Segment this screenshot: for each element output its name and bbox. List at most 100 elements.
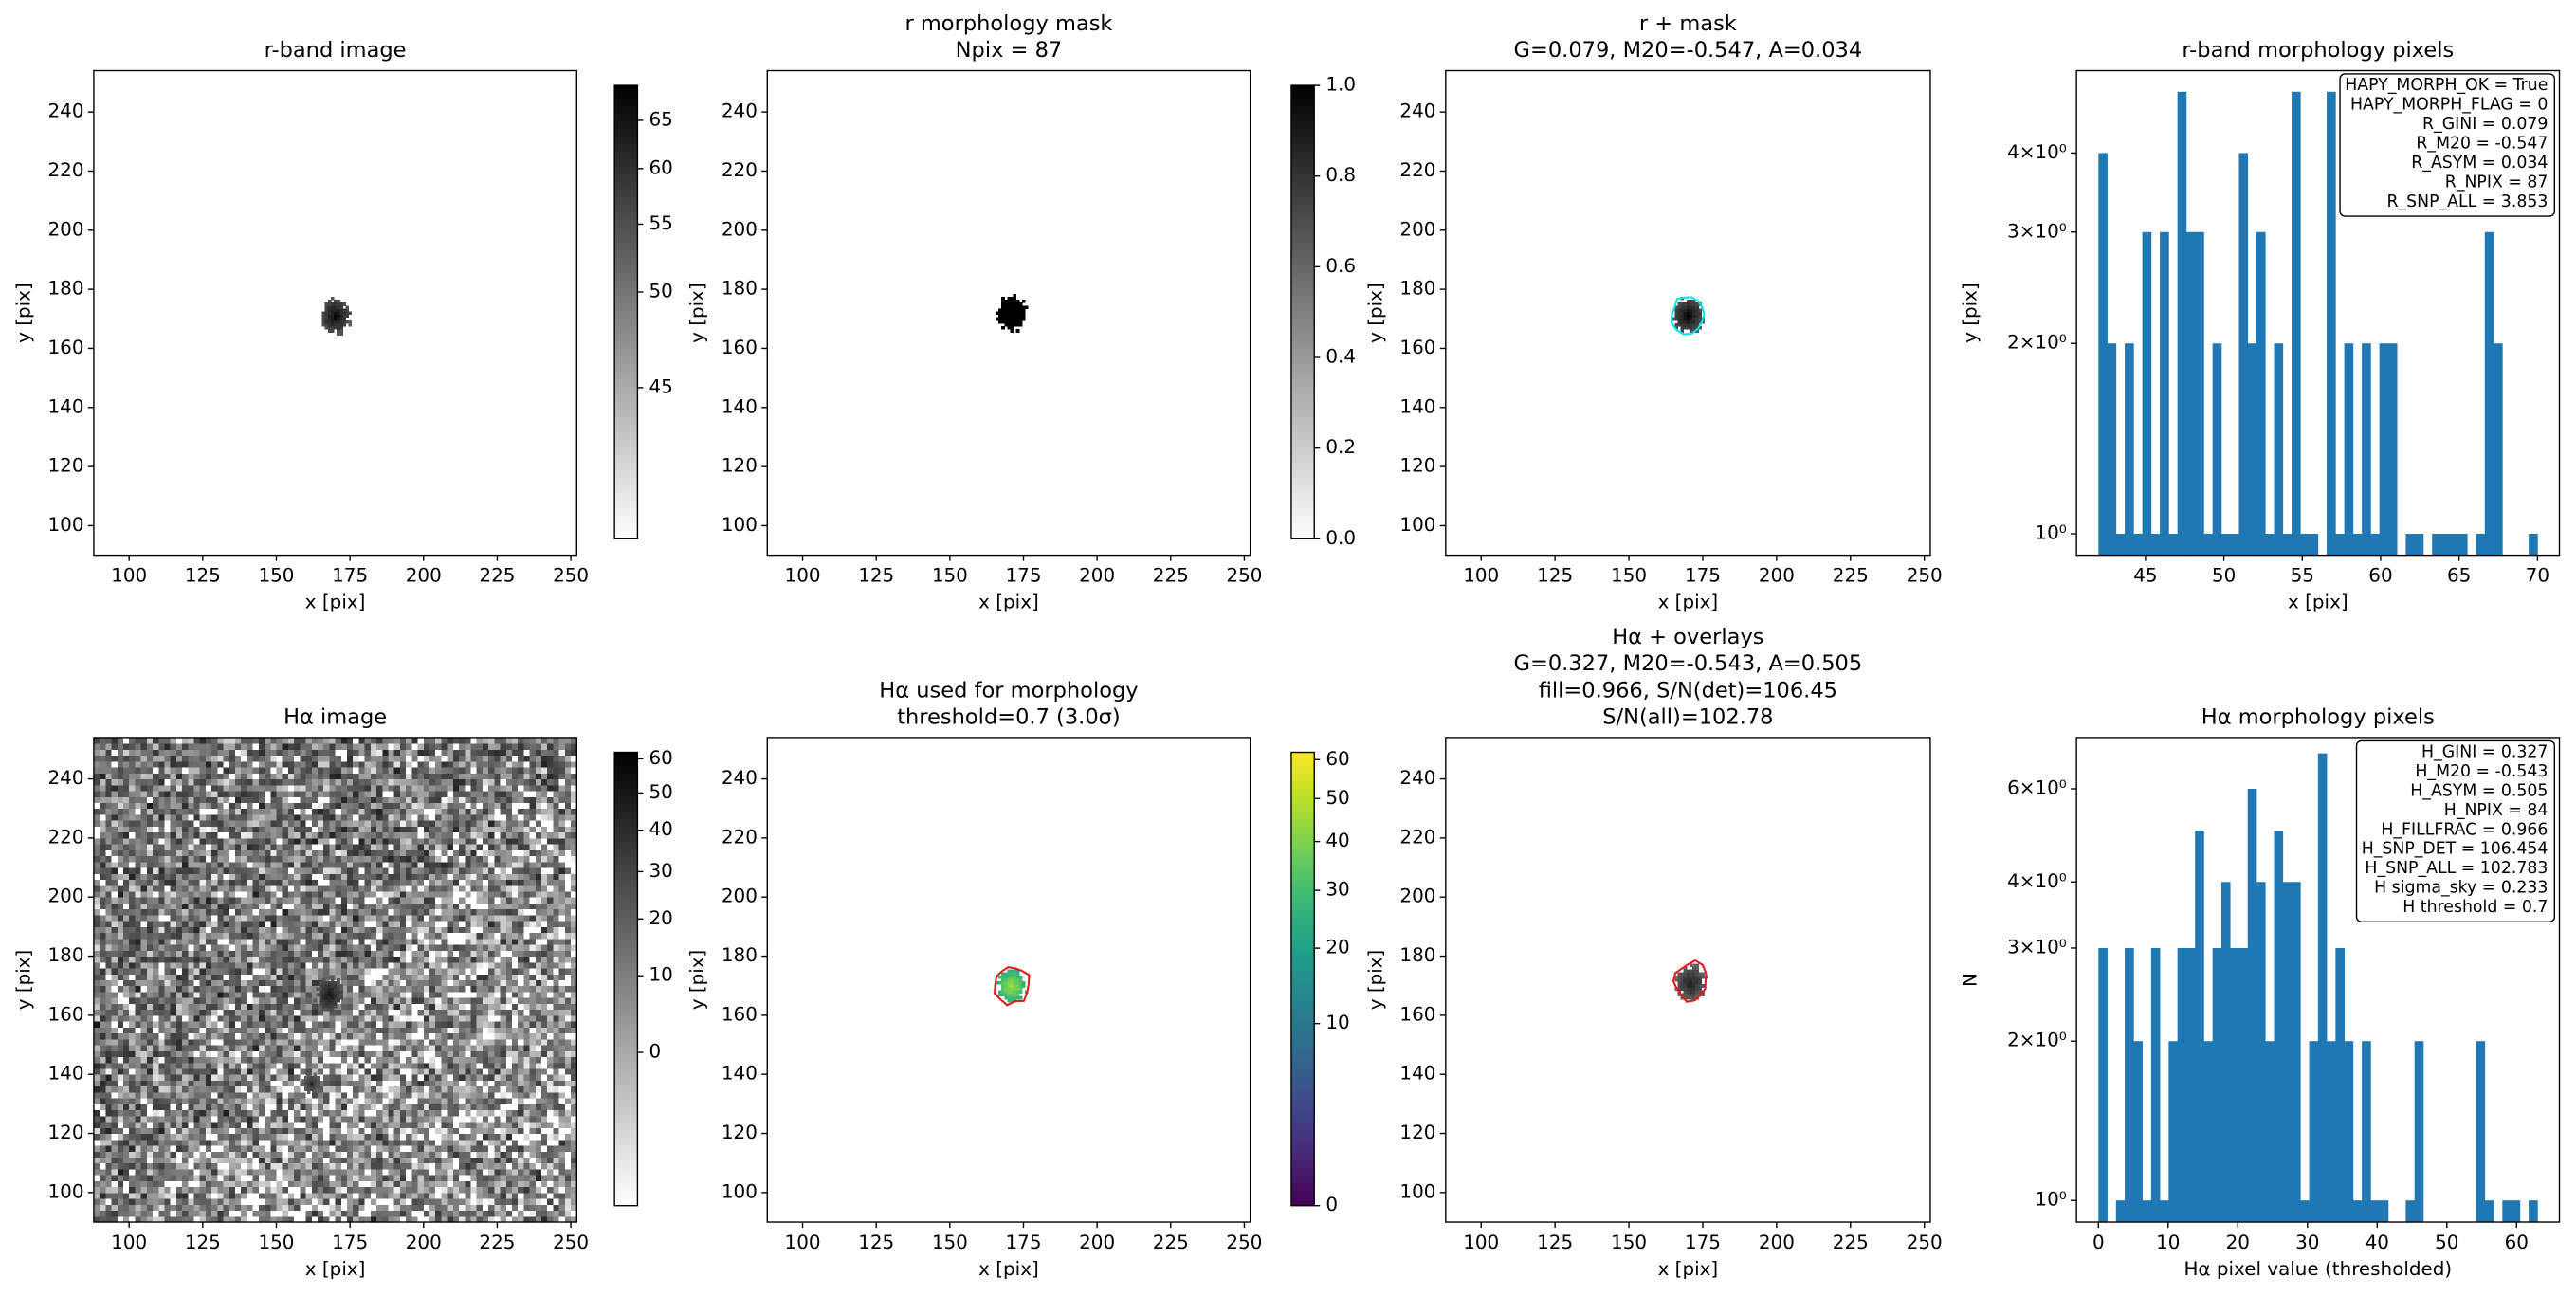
pixel	[105, 791, 113, 797]
pixel	[182, 755, 189, 762]
pixel	[388, 1068, 395, 1075]
pixel	[411, 1086, 419, 1093]
pixel	[364, 1021, 372, 1028]
pixel	[122, 1127, 130, 1135]
pixel	[93, 1050, 100, 1058]
pixel	[265, 1115, 271, 1123]
pixel	[282, 1068, 289, 1075]
pixel	[182, 921, 189, 927]
pixel	[105, 1115, 113, 1123]
pixel	[276, 760, 283, 768]
pixel	[175, 1056, 183, 1064]
pixel	[158, 1074, 165, 1081]
pixel	[270, 791, 278, 797]
pixel	[393, 1145, 401, 1152]
pixel	[247, 1210, 254, 1217]
pixel	[111, 1038, 119, 1046]
pixel	[358, 932, 366, 940]
pixel	[158, 985, 165, 993]
pixel	[252, 997, 260, 1004]
pixel	[376, 1003, 383, 1011]
pixel	[129, 737, 136, 744]
pixel	[353, 1204, 359, 1212]
pixel	[241, 897, 247, 904]
pixel	[323, 867, 330, 874]
pixel	[205, 950, 212, 958]
pixel	[228, 1014, 236, 1022]
pixel	[270, 890, 278, 898]
pixel	[995, 311, 999, 316]
pixel	[305, 926, 313, 934]
pixel	[305, 1068, 313, 1075]
pixel	[270, 873, 278, 881]
pixel	[252, 1192, 260, 1199]
pixel	[265, 1175, 271, 1181]
pixel	[241, 1021, 247, 1028]
pixel	[188, 961, 195, 969]
pixel	[382, 908, 390, 916]
pixel	[105, 1104, 113, 1111]
pixel	[193, 914, 201, 922]
pixel	[376, 855, 383, 863]
pixel	[117, 950, 124, 958]
pixel	[193, 1032, 201, 1040]
pixel	[199, 879, 207, 886]
pixel	[339, 322, 343, 327]
pixel	[111, 743, 119, 750]
pixel	[153, 974, 159, 980]
pixel	[235, 861, 242, 868]
pixel	[347, 849, 354, 857]
bar	[2292, 91, 2301, 556]
pixel	[282, 844, 289, 850]
pixel	[247, 820, 254, 827]
pixel	[276, 1045, 283, 1051]
source	[995, 293, 1029, 333]
pixel	[129, 1127, 136, 1135]
pixel	[370, 1192, 377, 1199]
pixel	[329, 1038, 337, 1046]
pixel	[311, 831, 319, 839]
pixel	[287, 760, 295, 768]
pixel	[317, 1109, 324, 1117]
pixel	[305, 890, 313, 898]
pixel	[117, 1215, 124, 1223]
pixel	[329, 826, 337, 833]
pixel	[211, 826, 218, 833]
pixel	[327, 308, 332, 313]
pixel	[340, 1062, 348, 1069]
pixel	[1695, 305, 1699, 309]
y-tick-label: 100	[722, 514, 758, 536]
pixel	[193, 1133, 201, 1141]
pixel	[323, 956, 330, 963]
pixel	[129, 974, 136, 980]
pixel	[358, 802, 366, 810]
pixel	[129, 914, 136, 922]
pixel	[228, 1003, 236, 1011]
pixel	[270, 944, 278, 951]
pixel	[164, 985, 172, 993]
pixel	[339, 314, 343, 319]
pixel	[334, 305, 338, 309]
y-tick-label: 140	[48, 395, 84, 417]
pixel	[382, 831, 390, 839]
pixel	[135, 1157, 142, 1164]
pixel	[217, 1021, 225, 1028]
pixel	[370, 961, 377, 969]
pixel	[393, 1175, 401, 1181]
pixel	[158, 791, 165, 797]
pixel	[241, 890, 247, 898]
pixel	[175, 1109, 183, 1117]
pixel	[393, 784, 401, 792]
pixel	[252, 1003, 260, 1011]
pixel	[317, 837, 324, 845]
pixel	[140, 1133, 148, 1141]
pixel	[228, 1045, 236, 1051]
pixel	[205, 1086, 212, 1093]
pixel	[146, 873, 154, 881]
pixel	[217, 808, 225, 815]
pixel	[235, 903, 242, 910]
pixel	[276, 1056, 283, 1064]
pixel	[217, 820, 225, 827]
pixel	[235, 1175, 242, 1181]
pixel	[153, 873, 159, 881]
